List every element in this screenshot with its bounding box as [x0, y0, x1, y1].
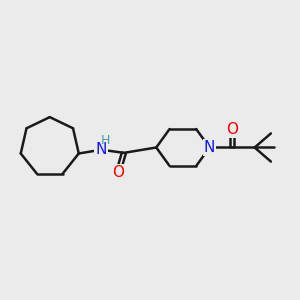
Text: H: H — [100, 134, 110, 147]
Text: O: O — [226, 122, 238, 137]
Text: O: O — [112, 165, 124, 180]
Text: N: N — [96, 142, 107, 157]
Text: N: N — [204, 140, 215, 155]
